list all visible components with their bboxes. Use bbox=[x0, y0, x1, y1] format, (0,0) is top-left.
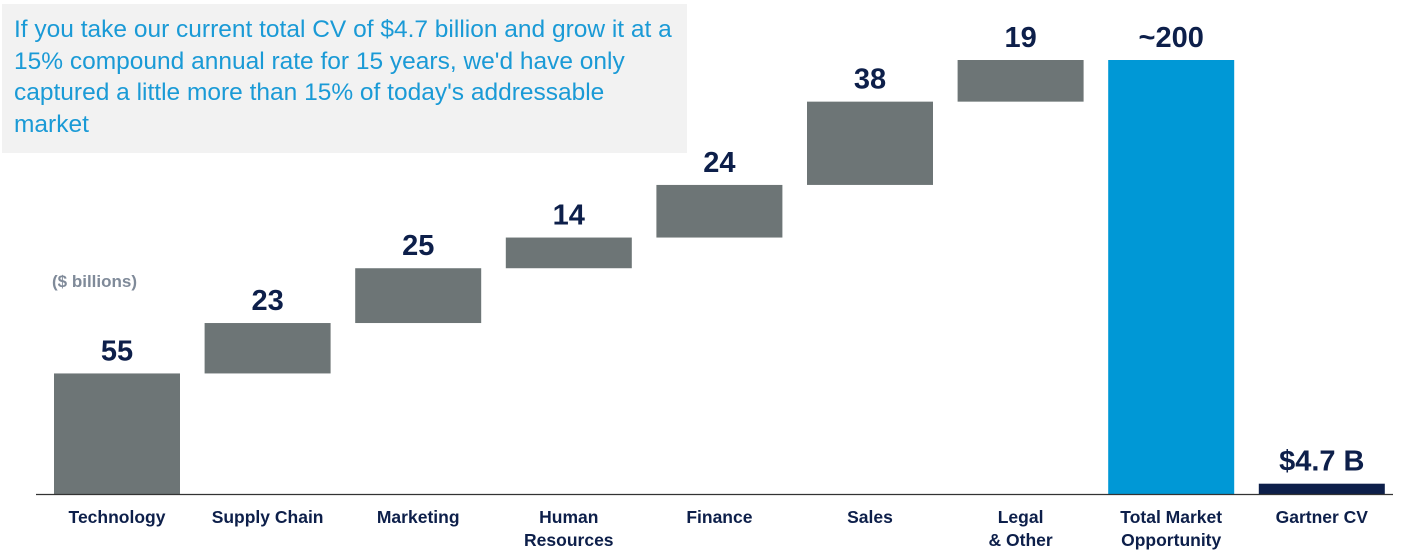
category-label-supply-chain: Supply Chain bbox=[212, 507, 324, 527]
bar-legal-other bbox=[957, 60, 1084, 102]
annotation-text: If you take our current total CV of $4.7… bbox=[14, 16, 672, 138]
bar-total-market-opportunity bbox=[1108, 60, 1235, 494]
category-labels-group: Technology Supply Chain Marketing Human Reso… bbox=[69, 507, 1369, 550]
category-label-total-market-opportunity-line-1: Total Market bbox=[1120, 507, 1222, 527]
annotation-box: If you take our current total CV of $4.7… bbox=[2, 4, 687, 153]
value-label-gartner-cv: $4.7 B bbox=[1279, 446, 1364, 478]
value-label-legal-other: 19 bbox=[1004, 22, 1036, 54]
value-label-technology: 55 bbox=[101, 335, 133, 367]
value-label-human-resources: 14 bbox=[553, 200, 585, 232]
category-label-legal-other-line-1: Legal bbox=[998, 507, 1044, 527]
bar-supply-chain bbox=[204, 323, 331, 374]
bar-marketing bbox=[355, 268, 482, 324]
value-label-sales: 38 bbox=[854, 64, 886, 96]
bars-group bbox=[54, 60, 1385, 494]
units-label: ($ billions) bbox=[52, 272, 137, 291]
bar-gartner-cv bbox=[1258, 483, 1385, 494]
bar-finance bbox=[656, 184, 783, 238]
value-label-finance: 24 bbox=[703, 147, 735, 179]
value-label-marketing: 25 bbox=[402, 230, 434, 262]
value-labels-group: 55 23 25 14 24 38 19 ~200 $4.7 B bbox=[101, 22, 1365, 478]
value-label-supply-chain: 23 bbox=[251, 285, 283, 317]
value-label-total-market-opportunity: ~200 bbox=[1139, 22, 1204, 54]
category-label-sales: Sales bbox=[847, 507, 893, 527]
category-label-technology: Technology bbox=[69, 507, 166, 527]
category-label-legal-other-line-2: & Other bbox=[989, 530, 1053, 550]
category-label-finance: Finance bbox=[686, 507, 752, 527]
bar-technology bbox=[54, 373, 180, 494]
bar-human-resources bbox=[505, 237, 632, 269]
category-label-human-resources-line-2: Resources bbox=[524, 530, 614, 550]
category-label-human-resources-line-1: Human bbox=[539, 507, 598, 527]
bar-sales bbox=[807, 101, 933, 185]
category-label-marketing: Marketing bbox=[377, 507, 460, 527]
category-label-gartner-cv: Gartner CV bbox=[1276, 507, 1369, 527]
category-label-total-market-opportunity-line-2: Opportunity bbox=[1121, 530, 1221, 550]
